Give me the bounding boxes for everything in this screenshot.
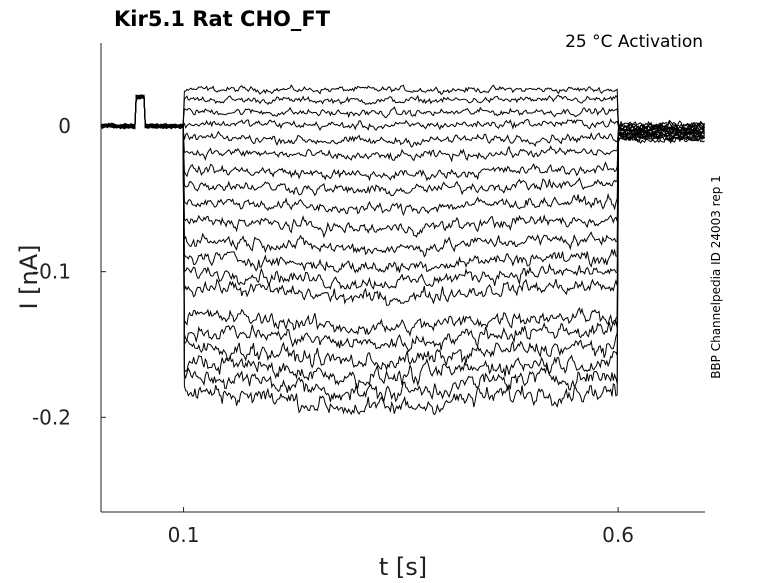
x-axis-label: t [s] xyxy=(379,553,427,581)
y-ticks: 0 -0.1 -0.2 xyxy=(32,114,106,429)
y-tick-label: -0.1 xyxy=(32,260,71,284)
series-line xyxy=(100,94,705,290)
series-line xyxy=(100,84,706,129)
series-line xyxy=(100,94,706,163)
series-line xyxy=(100,94,705,353)
side-label: BBP Channelpedia ID 24003 rep 1 xyxy=(709,175,723,379)
series-line xyxy=(100,94,705,274)
series-line xyxy=(100,94,705,132)
axes xyxy=(100,43,705,513)
series-line xyxy=(101,94,705,148)
y-axis-label: I [nA] xyxy=(15,244,43,309)
y-tick-label: 0 xyxy=(58,114,71,138)
series-line xyxy=(100,94,705,258)
x-tick-label: 0.6 xyxy=(602,523,634,547)
series-line xyxy=(100,94,705,306)
x-tick-label: 0.1 xyxy=(168,523,200,547)
series-line xyxy=(100,97,705,416)
series-line xyxy=(100,95,706,372)
series-line xyxy=(100,94,705,197)
chart-title: Kir5.1 Rat CHO_FT xyxy=(114,7,331,31)
series-line xyxy=(100,94,705,130)
series-line xyxy=(100,95,705,217)
series-line xyxy=(100,96,706,337)
y-tick-label: -0.2 xyxy=(32,405,71,429)
series-line xyxy=(100,94,705,182)
current-traces xyxy=(100,84,706,416)
series-line xyxy=(100,95,706,239)
series-line xyxy=(100,96,706,403)
series-line xyxy=(100,95,706,131)
condition-label: 25 °C Activation xyxy=(565,32,703,52)
x-ticks: 0.1 0.6 xyxy=(168,507,634,547)
series-line xyxy=(100,94,706,389)
